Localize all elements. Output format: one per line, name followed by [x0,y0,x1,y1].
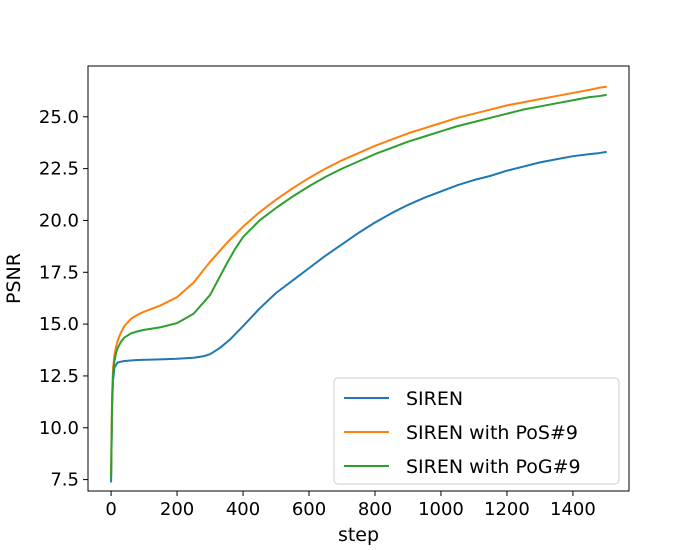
y-tick-label-7: 25.0 [39,107,79,128]
series-line-0 [110,151,607,483]
legend: SIREN SIREN with PoS#9 SIREN with PoG#9 [333,377,620,485]
y-tick-label-1: 10.0 [39,418,79,439]
x-axis-label: step [338,524,379,546]
x-tick-label-4: 800 [358,499,392,520]
plot-frame [87,65,630,492]
series-line-1 [110,85,607,475]
x-tick-label-5: 1000 [418,499,464,520]
x-tick-label-3: 600 [292,499,326,520]
y-tick-label-2: 12.5 [39,366,79,387]
legend-label-1: SIREN with PoS#9 [406,422,578,444]
legend-label-2: SIREN with PoG#9 [406,456,581,478]
legend-box [333,377,620,485]
x-tick-label-6: 1200 [484,499,530,520]
x-axis-ticks: 0 200 400 600 800 1000 1200 1400 [105,491,596,520]
y-tick-label-6: 22.5 [39,159,79,180]
series-line-2 [110,94,607,479]
y-tick-label-0: 7.5 [50,470,79,491]
x-tick-label-7: 1400 [550,499,596,520]
y-tick-label-4: 17.5 [39,262,79,283]
x-tick-label-1: 200 [160,499,194,520]
y-axis-ticks: 7.5 10.0 12.5 15.0 17.5 20.0 22.5 25.0 [39,107,88,491]
series-layer [110,85,607,483]
y-tick-label-3: 15.0 [39,314,79,335]
legend-label-0: SIREN [406,388,463,410]
x-tick-label-0: 0 [105,499,116,520]
x-tick-label-2: 400 [226,499,260,520]
y-tick-label-5: 20.0 [39,210,79,231]
y-axis-label: PSNR [3,253,25,304]
